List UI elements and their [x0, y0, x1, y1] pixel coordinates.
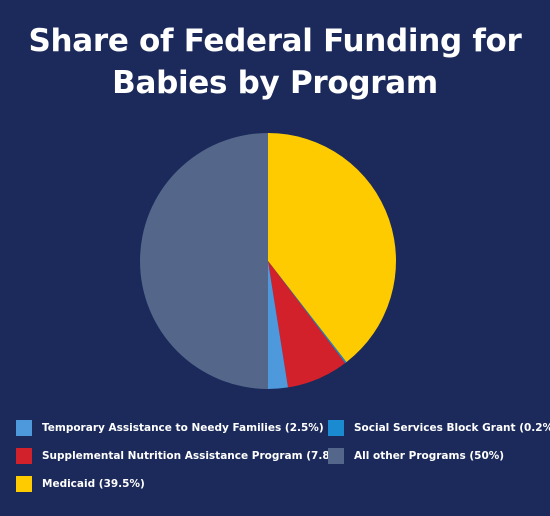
chart-title: Share of Federal Funding for Babies by P…	[0, 20, 550, 104]
pie-slice-3	[268, 261, 289, 389]
pie-slice-1	[268, 261, 347, 364]
pie-slice-2	[268, 261, 346, 388]
pie-slice-4	[140, 133, 268, 389]
chart-title-line-2: Babies by Program	[112, 65, 438, 101]
chart-title-line-1: Share of Federal Funding for	[28, 23, 522, 59]
pie-slice-0	[268, 133, 397, 363]
